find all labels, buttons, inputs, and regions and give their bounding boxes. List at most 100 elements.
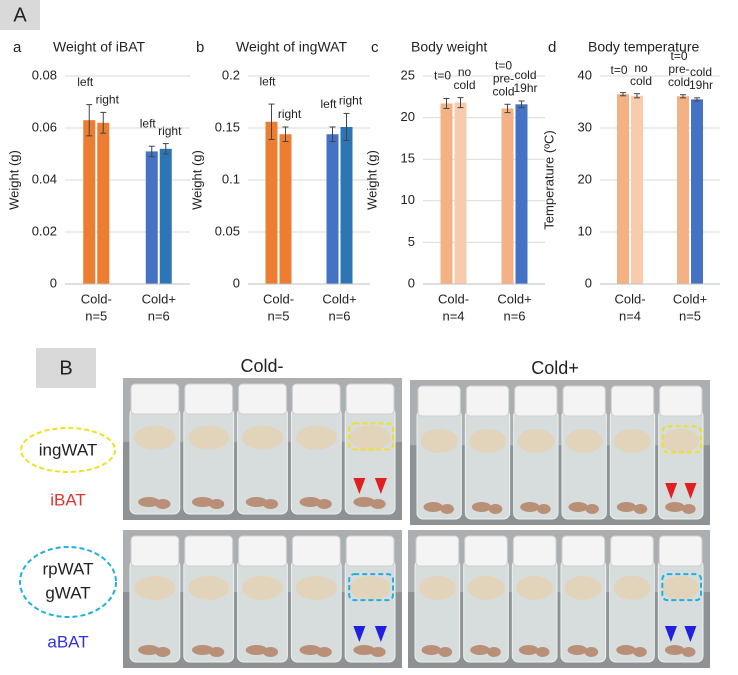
tissue <box>353 497 375 507</box>
panel-letter: c <box>371 39 379 56</box>
tissue-outline <box>348 573 395 602</box>
bar-label: 19hr <box>513 81 537 95</box>
bar-label: right <box>278 107 302 121</box>
tissue <box>520 502 540 512</box>
y-tick-label: 0 <box>585 275 592 290</box>
tissue <box>568 502 588 512</box>
vial <box>609 409 656 520</box>
tissue <box>262 499 279 509</box>
tissue <box>155 647 171 657</box>
y-tick-label: 0 <box>408 275 415 290</box>
tissue <box>242 575 283 600</box>
tissue <box>191 497 214 507</box>
tissue <box>469 428 506 453</box>
bar-label: left <box>140 116 157 130</box>
tissue <box>299 497 322 507</box>
tissue <box>470 645 490 655</box>
tissue <box>370 647 386 657</box>
chart-title: Body weight <box>411 39 487 55</box>
y-tick-label: 20 <box>401 109 415 124</box>
panel-label: A <box>13 4 27 26</box>
tissue <box>242 425 283 450</box>
y-tick-label: 20 <box>578 171 592 186</box>
tissue <box>681 647 696 657</box>
tissue <box>138 645 160 655</box>
bar-label: no <box>458 65 472 79</box>
x-tick-label: Cold- <box>438 291 469 306</box>
bar-label: left <box>77 75 94 89</box>
x-tick-label: Cold- <box>81 291 112 306</box>
tissue <box>438 647 453 657</box>
tissue-label: gWAT <box>45 583 90 602</box>
bar-label: left <box>259 74 276 88</box>
tissue <box>633 647 647 657</box>
y-tick-label: 0.08 <box>32 67 57 82</box>
tissue <box>295 425 337 450</box>
bar-label: right <box>339 94 363 108</box>
tissue <box>188 425 230 450</box>
bar-label: cold <box>453 78 475 92</box>
panel-label-box <box>36 348 96 388</box>
x-tick-label: Cold+ <box>673 291 707 306</box>
bar-label: pre- <box>668 62 689 76</box>
vial <box>464 409 511 520</box>
tissue-outline <box>348 422 395 451</box>
vial <box>513 409 559 520</box>
bar <box>691 99 703 285</box>
column-title: Cold- <box>240 356 283 376</box>
tissue <box>585 504 599 514</box>
bar-label: cold <box>492 84 514 98</box>
y-tick-label: 5 <box>408 234 415 249</box>
group-n: n=6 <box>503 308 525 323</box>
bar-label: left <box>320 97 337 111</box>
bar-label: cold <box>514 68 536 82</box>
vial <box>561 409 607 520</box>
panel-letter: d <box>548 39 556 56</box>
y-axis-label: Weight (g) <box>189 150 204 210</box>
chart-title: Weight of iBAT <box>53 39 146 55</box>
y-tick-label: 15 <box>401 151 415 166</box>
tissue <box>370 499 386 509</box>
tissue <box>613 575 651 600</box>
group-n: n=6 <box>328 308 350 323</box>
tissue <box>516 575 554 600</box>
tissue <box>316 647 332 657</box>
y-tick-label: 0.04 <box>32 171 57 186</box>
bar <box>340 126 353 285</box>
group-n: n=4 <box>442 308 464 323</box>
tissue <box>682 504 696 514</box>
vial-cap <box>610 535 654 567</box>
bar-label: right <box>158 124 182 138</box>
y-tick-label: 0.1 <box>222 171 240 186</box>
tissue <box>245 645 268 655</box>
vial-cap <box>659 385 703 417</box>
y-tick-label: 0.05 <box>215 223 240 238</box>
panel-letter: b <box>196 39 204 56</box>
tissue <box>616 645 636 655</box>
bar <box>454 102 467 285</box>
tissue <box>567 645 588 655</box>
tissue <box>316 499 332 509</box>
bar-label: cold <box>630 74 652 88</box>
bar <box>501 108 514 284</box>
tissue <box>134 575 176 600</box>
y-tick-label: 0.2 <box>222 67 240 82</box>
arrowhead <box>353 478 366 494</box>
tissue <box>349 575 391 600</box>
bar-label: t=0 <box>495 58 512 72</box>
bar <box>159 148 172 284</box>
tissue <box>565 428 603 453</box>
bar-label: cold <box>668 75 690 89</box>
bar <box>677 96 689 284</box>
tissue <box>418 575 456 600</box>
vial-cap <box>184 535 234 567</box>
y-tick-label: 0.02 <box>32 223 57 238</box>
y-tick-label: 10 <box>578 223 592 238</box>
vial-cap <box>465 385 510 417</box>
group-n: n=4 <box>619 308 641 323</box>
tissue-outline <box>661 425 703 454</box>
x-tick-label: Cold+ <box>142 291 176 306</box>
y-axis-label: Weight (g) <box>364 150 379 210</box>
y-tick-label: 25 <box>401 67 415 82</box>
